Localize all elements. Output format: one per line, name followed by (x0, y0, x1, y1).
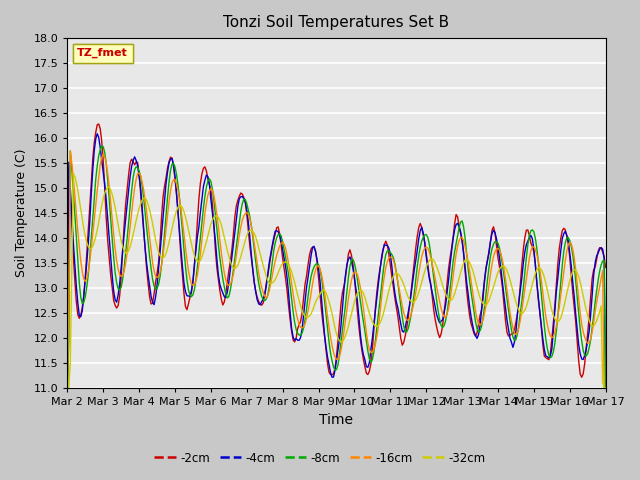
X-axis label: Time: Time (319, 413, 353, 427)
Legend: TZ_fmet: TZ_fmet (73, 44, 132, 63)
Y-axis label: Soil Temperature (C): Soil Temperature (C) (15, 149, 28, 277)
Legend: -2cm, -4cm, -8cm, -16cm, -32cm: -2cm, -4cm, -8cm, -16cm, -32cm (150, 447, 490, 469)
Title: Tonzi Soil Temperatures Set B: Tonzi Soil Temperatures Set B (223, 15, 449, 30)
